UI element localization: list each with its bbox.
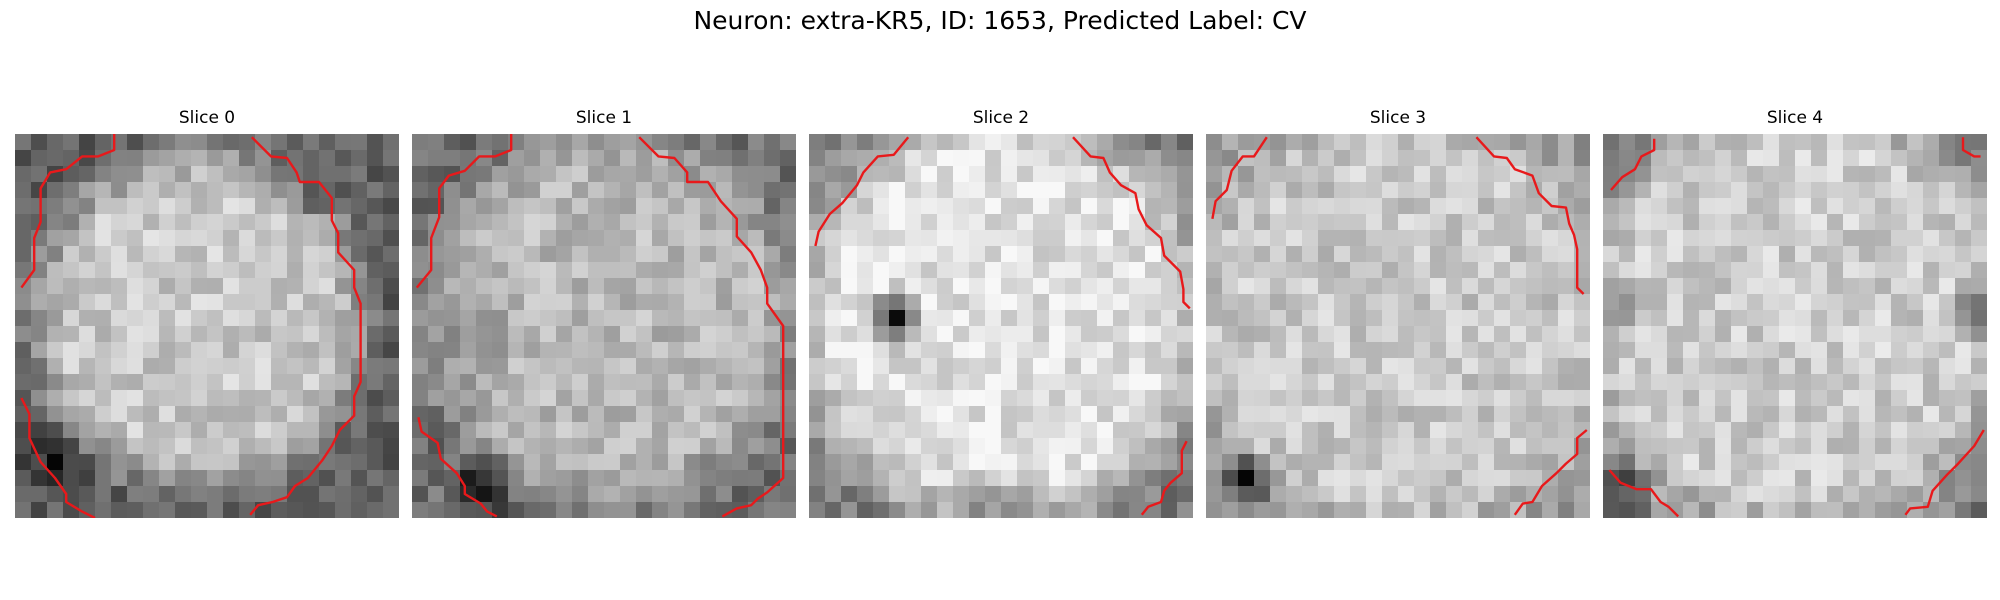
slice-title-1: Slice 1 [575, 108, 633, 128]
contour-line [417, 416, 498, 518]
slice-pixels [15, 134, 399, 518]
contour-line [1140, 440, 1188, 516]
slice-pixels [412, 134, 796, 518]
slice-image-4 [1603, 134, 1987, 518]
slice-title-3: Slice 3 [1369, 108, 1427, 128]
contour-line [249, 136, 362, 516]
contour-line [1608, 469, 1680, 518]
figure-title: Neuron: extra-KR5, ID: 1653, Predicted L… [693, 6, 1307, 35]
contour-line [20, 397, 96, 518]
contour-line [638, 136, 785, 518]
slice-image-0 [15, 134, 399, 518]
slice-image-1 [412, 134, 796, 518]
contour-line [1513, 429, 1588, 516]
contour-line [415, 134, 513, 289]
slice-pixels [809, 134, 1193, 518]
contour-line [1211, 136, 1268, 220]
contour-line [1961, 137, 1981, 158]
contour-line [1475, 136, 1585, 295]
slice-title-2: Slice 2 [972, 108, 1030, 128]
contour-line [1072, 136, 1191, 310]
contour-line [814, 136, 910, 247]
slice-image-2 [809, 134, 1193, 518]
slice-title-4: Slice 4 [1766, 108, 1824, 128]
contour-line [1610, 138, 1656, 191]
slice-pixels [1603, 134, 1987, 518]
contour-line [1904, 429, 1985, 516]
contour-line [20, 134, 116, 289]
slice-pixels [1206, 134, 1590, 518]
slice-title-0: Slice 0 [178, 108, 236, 128]
slice-image-3 [1206, 134, 1590, 518]
